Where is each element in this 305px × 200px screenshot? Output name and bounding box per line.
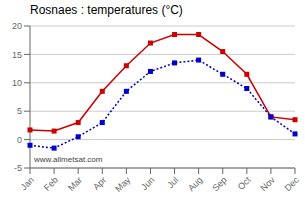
svg-text:Jan: Jan	[19, 175, 36, 192]
svg-text:Nov: Nov	[258, 175, 277, 194]
svg-text:Jun: Jun	[139, 175, 156, 192]
html-text:Rosnaes : temperatures (°C): Rosnaes : temperatures (°C)	[30, 3, 183, 17]
html-text:www.allmetsat.com: www.allmetsat.com	[34, 155, 103, 164]
svg-text:Aug: Aug	[186, 175, 204, 193]
svg-text:Jul: Jul	[165, 175, 180, 190]
svg-text:5: 5	[17, 106, 22, 116]
svg-text:Dec: Dec	[283, 175, 297, 194]
svg-text:Feb: Feb	[42, 175, 60, 193]
svg-text:15: 15	[12, 50, 22, 60]
svg-text:-5: -5	[14, 163, 22, 173]
svg-text:May: May	[113, 175, 132, 194]
svg-text:Apr: Apr	[91, 175, 108, 192]
svg-text:10: 10	[12, 78, 22, 88]
svg-text:20: 20	[12, 21, 22, 31]
svg-text:0: 0	[17, 135, 22, 145]
svg-text:Oct: Oct	[236, 175, 253, 192]
svg-text:Sep: Sep	[210, 175, 228, 193]
svg-text:Mar: Mar	[66, 175, 84, 193]
